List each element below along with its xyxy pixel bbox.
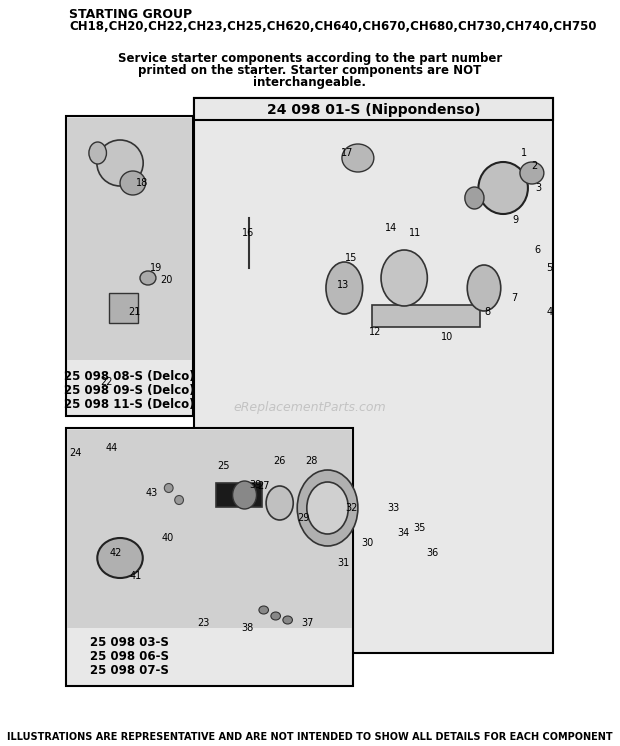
Text: STARTING GROUP: STARTING GROUP	[69, 8, 192, 21]
Ellipse shape	[342, 144, 374, 172]
Text: 43: 43	[146, 488, 158, 498]
Ellipse shape	[467, 265, 501, 311]
Ellipse shape	[259, 606, 268, 614]
Bar	[66, 428, 353, 686]
Bar	[194, 98, 554, 120]
Text: 25: 25	[218, 461, 230, 471]
Bar	[194, 98, 554, 653]
Text: 1: 1	[521, 148, 527, 158]
Text: eReplacementParts.com: eReplacementParts.com	[234, 401, 386, 415]
Ellipse shape	[479, 162, 528, 214]
Text: 33: 33	[387, 503, 399, 513]
Text: 12: 12	[370, 327, 382, 337]
Text: 32: 32	[345, 503, 358, 513]
Text: 25 098 07-S: 25 098 07-S	[90, 664, 169, 677]
Text: 19: 19	[150, 263, 162, 273]
Bar	[216, 483, 262, 507]
Ellipse shape	[120, 171, 146, 195]
Text: 35: 35	[413, 523, 425, 533]
Text: 13: 13	[337, 280, 350, 290]
Text: 5: 5	[546, 263, 552, 273]
Text: 34: 34	[397, 528, 410, 538]
Text: 11: 11	[409, 228, 422, 238]
Text: interchangeable.: interchangeable.	[254, 76, 366, 89]
Text: 3: 3	[535, 183, 541, 193]
Text: 4: 4	[546, 307, 552, 317]
Ellipse shape	[140, 271, 156, 285]
Text: 37: 37	[301, 618, 314, 628]
Bar	[372, 305, 480, 327]
Ellipse shape	[266, 486, 293, 520]
Bar	[66, 116, 193, 416]
Text: 10: 10	[441, 332, 453, 342]
Text: printed on the starter. Starter components are NOT: printed on the starter. Starter componen…	[138, 64, 482, 77]
Text: 44: 44	[106, 443, 118, 453]
Ellipse shape	[465, 187, 484, 209]
Ellipse shape	[326, 262, 363, 314]
Ellipse shape	[97, 538, 143, 578]
Text: ILLUSTRATIONS ARE REPRESENTATIVE AND ARE NOT INTENDED TO SHOW ALL DETAILS FOR EA: ILLUSTRATIONS ARE REPRESENTATIVE AND ARE…	[7, 732, 613, 742]
Text: 26: 26	[273, 456, 286, 466]
Text: 24: 24	[69, 448, 81, 458]
Bar	[109, 293, 138, 323]
Text: 27: 27	[257, 481, 270, 491]
Text: 9: 9	[513, 215, 519, 225]
Ellipse shape	[232, 481, 257, 509]
Text: 38: 38	[242, 623, 254, 633]
Text: 41: 41	[130, 571, 142, 581]
Text: 31: 31	[337, 558, 350, 568]
Text: 25 098 08-S (Delco): 25 098 08-S (Delco)	[64, 370, 195, 383]
Ellipse shape	[283, 616, 293, 624]
Text: 21: 21	[128, 307, 141, 317]
Ellipse shape	[175, 495, 184, 504]
Text: 25 098 09-S (Delco): 25 098 09-S (Delco)	[64, 384, 195, 397]
Text: 39: 39	[250, 480, 262, 490]
Text: 42: 42	[110, 548, 122, 558]
Ellipse shape	[97, 140, 143, 186]
Text: 22: 22	[100, 377, 113, 387]
Text: 40: 40	[162, 533, 174, 543]
Text: 2: 2	[531, 161, 538, 171]
Text: 17: 17	[342, 148, 353, 158]
Text: 25 098 06-S: 25 098 06-S	[90, 650, 169, 663]
Text: 18: 18	[136, 178, 149, 188]
Ellipse shape	[520, 162, 544, 184]
Ellipse shape	[164, 483, 173, 492]
Text: 23: 23	[198, 618, 210, 628]
Text: 14: 14	[385, 223, 397, 233]
Text: 24 098 01-S (Nippondenso): 24 098 01-S (Nippondenso)	[267, 103, 480, 117]
Ellipse shape	[89, 142, 107, 164]
Text: 20: 20	[160, 275, 172, 285]
Text: CH18,CH20,CH22,CH23,CH25,CH620,CH640,CH670,CH680,CH730,CH740,CH750: CH18,CH20,CH22,CH23,CH25,CH620,CH640,CH6…	[69, 20, 596, 33]
Text: 25 098 03-S: 25 098 03-S	[90, 636, 169, 649]
Text: 6: 6	[534, 245, 541, 255]
Bar	[68, 430, 352, 628]
Text: 28: 28	[306, 456, 318, 466]
Ellipse shape	[271, 612, 280, 620]
Text: 30: 30	[361, 538, 374, 548]
Text: 15: 15	[345, 253, 358, 263]
Text: Service starter components according to the part number: Service starter components according to …	[118, 52, 502, 65]
Ellipse shape	[381, 250, 427, 306]
Text: 25 098 11-S (Delco): 25 098 11-S (Delco)	[64, 398, 195, 411]
Text: 36: 36	[427, 548, 439, 558]
Text: 16: 16	[242, 228, 254, 238]
Text: 29: 29	[298, 513, 310, 523]
Text: 7: 7	[512, 293, 518, 303]
Text: 8: 8	[484, 307, 490, 317]
Bar	[68, 118, 192, 360]
